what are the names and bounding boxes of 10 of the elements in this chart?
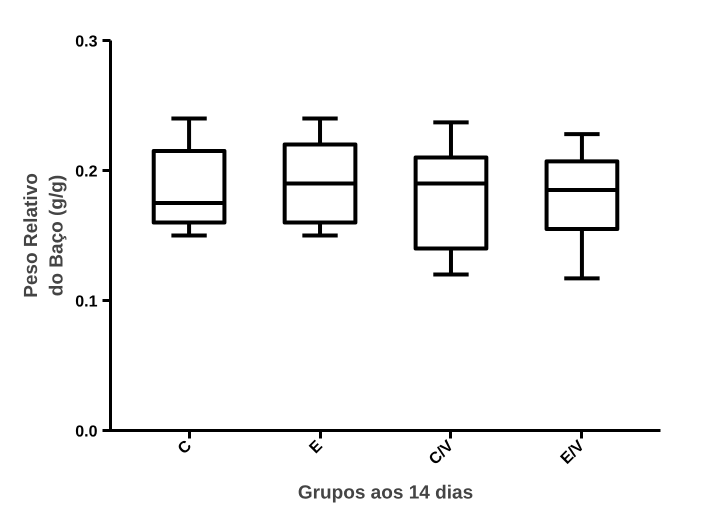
y-tick-label: 0.0: [75, 424, 98, 440]
y-axis-title: Peso Relativo do Baço (g/g): [21, 173, 68, 298]
x-tick-label: C: [174, 437, 196, 458]
x-axis-title: Grupos aos 14 dias: [298, 482, 474, 504]
x-tick-label: E/V: [558, 437, 588, 468]
y-tick-label: 0.1: [75, 294, 98, 310]
y-tick-label: 0.3: [75, 34, 98, 50]
x-tick-label: E: [306, 437, 326, 458]
y-tick-label: 0.2: [75, 164, 98, 180]
x-tick-label: C/V: [426, 437, 458, 468]
